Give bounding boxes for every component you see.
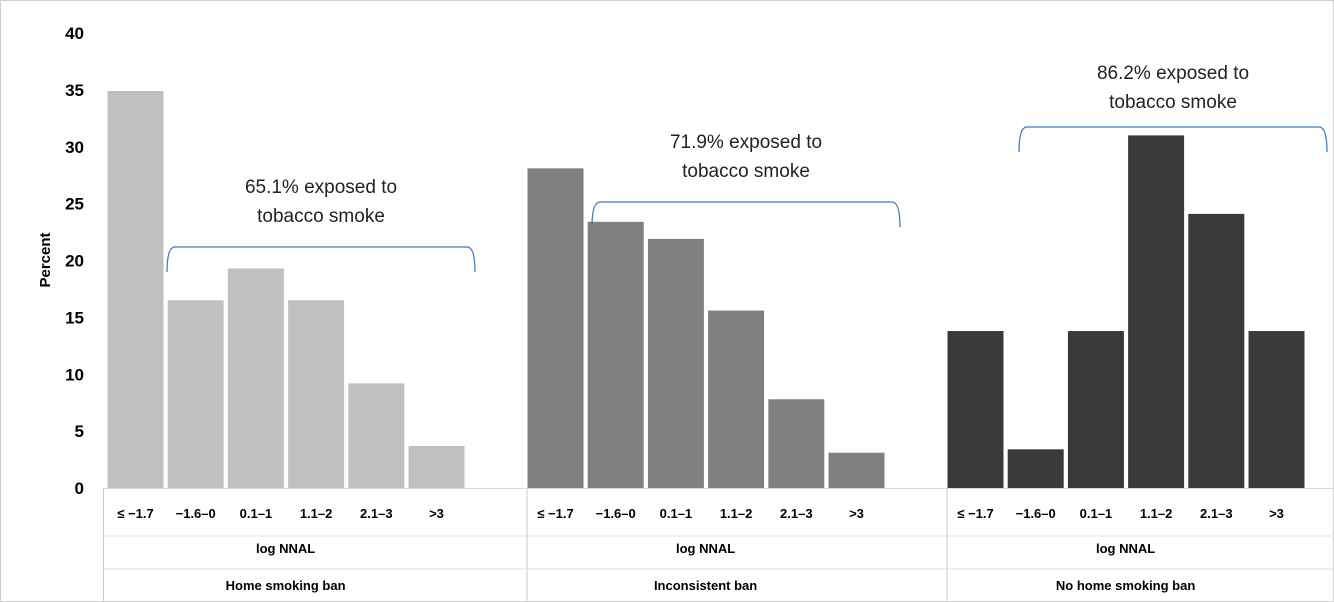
bar-1-1 (107, 91, 164, 488)
bar-2-1 (527, 168, 584, 489)
category-label-1-4: 1.1–2 (300, 506, 333, 521)
annotation-1-line-1: 65.1% exposed to (245, 177, 397, 198)
y-tick-label-3: 15 (65, 308, 84, 327)
category-label-1-5: 2.1–3 (360, 506, 393, 521)
y-tick-label-0: 0 (75, 479, 84, 498)
category-label-2-1: ≤ −1.7 (537, 506, 573, 521)
bar-3-3 (1067, 331, 1124, 488)
y-tick-label-4: 20 (65, 252, 84, 271)
category-label-1-2: −1.6–0 (176, 506, 216, 521)
bar-1-4 (288, 300, 345, 488)
exposure-bracket-2 (591, 201, 901, 228)
bar-2-5 (768, 399, 825, 488)
x-axis-label-3: log NNAL (1096, 541, 1155, 556)
annotation-2-line-1: 71.9% exposed to (670, 132, 822, 153)
category-label-2-5: 2.1–3 (780, 506, 813, 521)
category-label-3-4: 1.1–2 (1140, 506, 1173, 521)
category-label-2-3: 0.1–1 (660, 506, 693, 521)
annotation-3-line-2: tobacco smoke (1109, 92, 1237, 113)
bar-1-5 (348, 383, 405, 488)
y-tick-label-2: 10 (65, 365, 84, 384)
y-tick-label-5: 25 (65, 195, 84, 214)
category-label-3-2: −1.6–0 (1016, 506, 1056, 521)
x-axis-label-2: log NNAL (676, 541, 735, 556)
category-label-2-4: 1.1–2 (720, 506, 753, 521)
y-tick-label-8: 40 (65, 24, 84, 43)
category-label-1-1: ≤ −1.7 (117, 506, 153, 521)
y-tick-label-7: 35 (65, 81, 84, 100)
bar-3-4 (1128, 135, 1185, 488)
bar-3-5 (1188, 213, 1245, 489)
category-label-1-3: 0.1–1 (240, 506, 273, 521)
category-label-3-1: ≤ −1.7 (957, 506, 993, 521)
bar-1-6 (408, 445, 465, 488)
bar-2-3 (647, 238, 704, 488)
y-tick-label-6: 30 (65, 138, 84, 157)
category-label-3-5: 2.1–3 (1200, 506, 1233, 521)
category-label-2-6: >3 (849, 506, 864, 521)
group-label-3: No home smoking ban (1056, 578, 1195, 593)
bar-1-3 (227, 268, 284, 488)
category-label-3-6: >3 (1269, 506, 1284, 521)
annotation-1-line-2: tobacco smoke (257, 206, 385, 227)
group-label-1: Home smoking ban (226, 578, 346, 593)
x-axis-label-1: log NNAL (256, 541, 315, 556)
y-axis-label: Percent (37, 232, 54, 287)
category-label-3-3: 0.1–1 (1080, 506, 1113, 521)
bar-3-2 (1007, 449, 1064, 488)
y-tick-label-1: 5 (75, 422, 84, 441)
bar-3-1 (947, 331, 1004, 488)
exposure-bracket-1 (166, 246, 476, 273)
bar-2-4 (708, 310, 765, 488)
category-label-2-2: −1.6–0 (596, 506, 636, 521)
annotation-3-line-1: 86.2% exposed to (1097, 63, 1249, 84)
bar-1-2 (167, 300, 224, 488)
bar-2-6 (828, 452, 885, 488)
bar-3-6 (1248, 331, 1305, 488)
annotation-2-line-2: tobacco smoke (682, 161, 810, 182)
bar-2-2 (587, 221, 644, 488)
category-label-1-6: >3 (429, 506, 444, 521)
exposure-bracket-3 (1018, 126, 1328, 153)
group-label-2: Inconsistent ban (654, 578, 757, 593)
